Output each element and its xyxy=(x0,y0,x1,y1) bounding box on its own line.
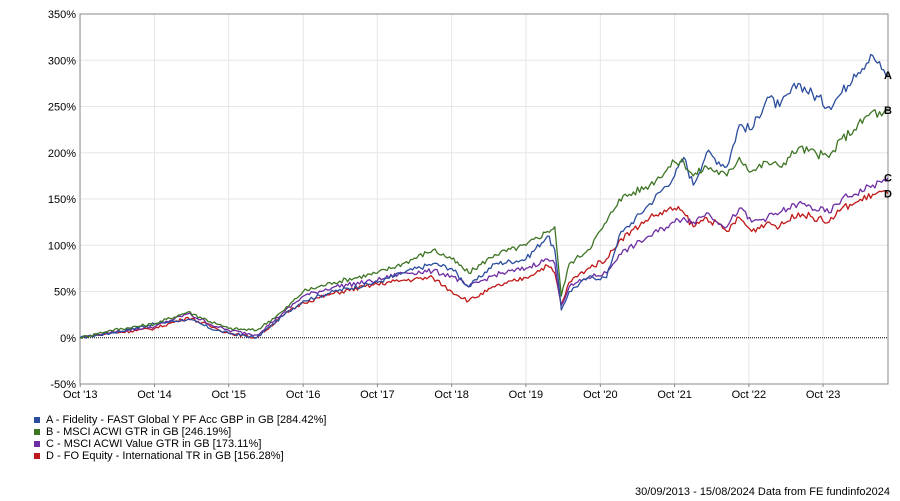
series-line-d xyxy=(79,190,889,339)
series-line-c xyxy=(80,177,889,339)
x-tick-label: Oct '13 xyxy=(63,389,98,401)
y-tick-label: 50% xyxy=(54,287,76,299)
legend-item-c: C - MSCI ACWI Value GTR in GB [173.11%] xyxy=(34,438,326,450)
line-chart: -50% 0% 50% 100% 150% 200% 250% 300% 350% Oct '1… xyxy=(48,9,892,401)
legend-label-d: D - FO Equity - International TR in GB [… xyxy=(46,450,284,462)
x-tick-label: Oct '16 xyxy=(286,389,321,401)
legend-item-a: A - Fidelity - FAST Global Y PF Acc GBP … xyxy=(34,414,326,426)
plot-area-frame xyxy=(79,13,889,385)
legend-label-a: A - Fidelity - FAST Global Y PF Acc GBP … xyxy=(46,414,327,426)
y-tick-label: 150% xyxy=(48,194,76,206)
legend-swatch-d xyxy=(34,453,40,459)
series-line-b xyxy=(79,108,889,339)
y-tick-label: -50% xyxy=(50,379,76,391)
legend-item-b: B - MSCI ACWI GTR in GB [246.19%] xyxy=(34,426,326,438)
series-end-label-b: B xyxy=(884,105,892,117)
series-end-labels: DC A B xyxy=(884,70,892,200)
x-tick-label: Oct '22 xyxy=(732,389,767,401)
legend-item-d: D - FO Equity - International TR in GB [… xyxy=(34,450,326,462)
x-tick-label: Oct '14 xyxy=(137,389,172,401)
y-tick-label: 250% xyxy=(48,102,76,114)
legend-swatch-a xyxy=(34,417,40,423)
y-tick-label: 350% xyxy=(48,9,76,21)
x-tick-label: Oct '17 xyxy=(360,389,395,401)
x-tick-label: Oct '21 xyxy=(657,389,692,401)
series-lines xyxy=(79,53,889,339)
y-axis-ticks: -50% 0% 50% 100% 150% 200% 250% 300% 350% xyxy=(48,9,76,391)
legend-label-c: C - MSCI ACWI Value GTR in GB [173.11%] xyxy=(46,438,262,450)
y-tick-label: 0% xyxy=(60,333,76,345)
x-tick-label: Oct '18 xyxy=(434,389,469,401)
x-tick-label: Oct '15 xyxy=(211,389,246,401)
x-tick-label: Oct '23 xyxy=(806,389,841,401)
series-end-label-c: C xyxy=(884,173,892,185)
y-tick-label: 200% xyxy=(48,148,76,160)
legend-swatch-c xyxy=(34,441,40,447)
y-tick-label: 300% xyxy=(48,55,76,67)
x-tick-label: Oct '19 xyxy=(509,389,544,401)
x-axis-ticks: Oct '13 Oct '14 Oct '15 Oct '16 Oct '17 Oct '… xyxy=(63,384,840,401)
grid xyxy=(79,13,888,385)
legend-swatch-b xyxy=(34,429,40,435)
y-tick-label: 100% xyxy=(48,240,76,252)
series-line-a xyxy=(79,53,889,339)
x-tick-label: Oct '20 xyxy=(583,389,618,401)
series-end-label-d: D xyxy=(884,188,892,200)
legend: A - Fidelity - FAST Global Y PF Acc GBP … xyxy=(34,414,326,462)
source-footer: 30/09/2013 - 15/08/2024 Data from FE fun… xyxy=(634,486,890,498)
legend-label-b: B - MSCI ACWI GTR in GB [246.19%] xyxy=(46,426,232,438)
series-end-label-a: A xyxy=(884,70,892,82)
